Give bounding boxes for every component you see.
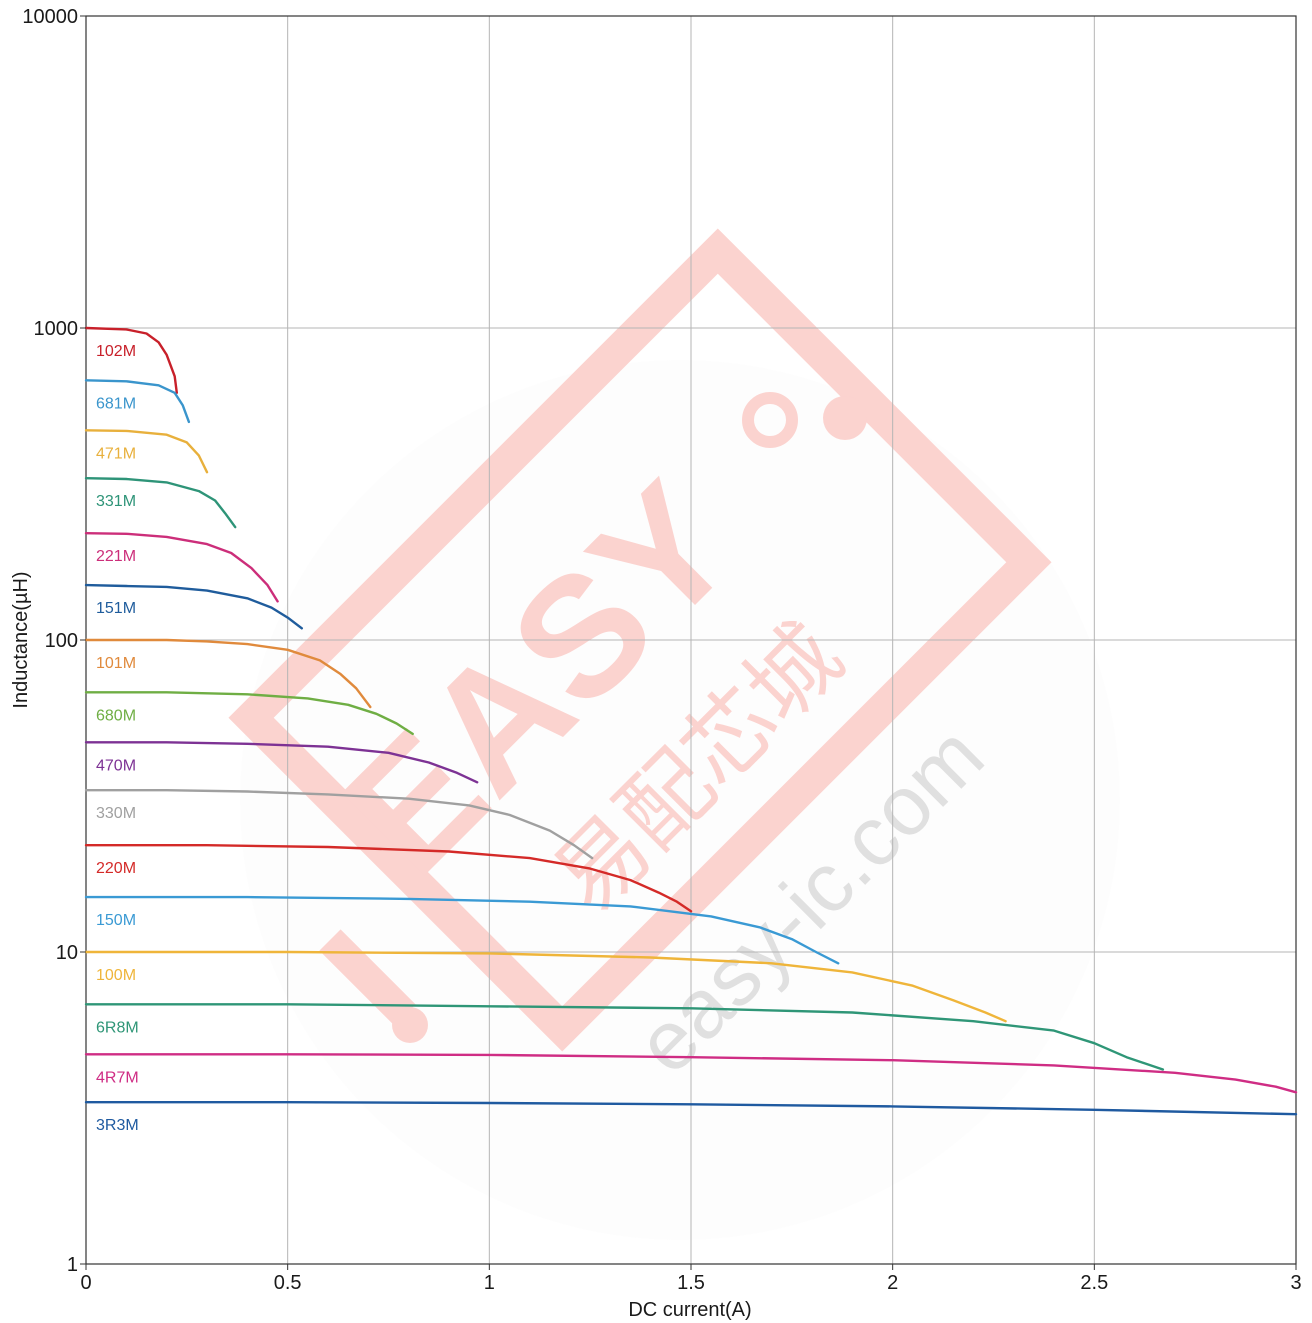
series-line-331M (84, 477, 237, 529)
series-label-220M: 220M (96, 860, 136, 877)
y-tick-label: 100 (45, 630, 78, 652)
series-label-4R7M: 4R7M (96, 1069, 139, 1086)
series-label-6R8M: 6R8M (96, 1019, 139, 1036)
series-line-680M (84, 691, 414, 736)
x-tick-label: 2 (887, 1272, 898, 1294)
series-line-151M (84, 583, 303, 630)
y-axis-title: Inductance(µH) (10, 571, 32, 708)
x-tick-label: 0 (80, 1272, 91, 1294)
y-tick-label: 1 (67, 1254, 78, 1276)
y-tick-label: 1000 (34, 318, 79, 340)
x-tick-label: 1.5 (677, 1272, 705, 1294)
x-tick-label: 0.5 (274, 1272, 302, 1294)
series-line-470M (84, 741, 479, 784)
series-label-3R3M: 3R3M (96, 1117, 139, 1134)
series-line-102M (84, 326, 178, 394)
series-label-470M: 470M (96, 757, 136, 774)
series-label-330M: 330M (96, 805, 136, 822)
series-label-102M: 102M (96, 343, 136, 360)
series-line-101M (84, 638, 372, 709)
series-line-681M (84, 379, 191, 424)
series-labels: 102M 681M 471M 331M 221M 151M 101M 680M 470M 330M… (96, 343, 139, 1134)
watermark: EASY 易配芯城 (228, 228, 1120, 1240)
series-line-221M (84, 532, 279, 603)
series-line-4R7M (84, 1053, 1298, 1094)
y-tick-label: 10 (56, 942, 78, 964)
series-label-221M: 221M (96, 548, 136, 565)
grid (85, 15, 1297, 1265)
y-tick-label: 10000 (22, 6, 78, 28)
series-lines (84, 326, 1298, 1116)
series-line-471M (84, 429, 209, 474)
series-label-681M: 681M (96, 395, 136, 412)
series-line-6R8M (84, 1003, 1165, 1071)
x-tick-label: 3 (1290, 1272, 1301, 1294)
series-line-330M (84, 789, 594, 860)
series-line-220M (84, 844, 693, 913)
series-label-680M: 680M (96, 707, 136, 724)
series-label-150M: 150M (96, 912, 136, 929)
x-tick-label: 2.5 (1080, 1272, 1108, 1294)
series-label-331M: 331M (96, 493, 136, 510)
series-line-3R3M (84, 1101, 1298, 1116)
y-axis-ticks: 1 10 100 1000 10000 (22, 6, 86, 1276)
x-axis-title: DC current(A) (628, 1299, 751, 1321)
series-label-471M: 471M (96, 445, 136, 462)
series-line-150M (84, 895, 840, 965)
series-line-100M (84, 950, 1007, 1023)
series-label-101M: 101M (96, 655, 136, 672)
series-label-151M: 151M (96, 600, 136, 617)
series-label-100M: 100M (96, 967, 136, 984)
x-axis-ticks: 0 0.5 1 1.5 2 2.5 3 (80, 1264, 1302, 1294)
x-tick-label: 1 (484, 1272, 495, 1294)
